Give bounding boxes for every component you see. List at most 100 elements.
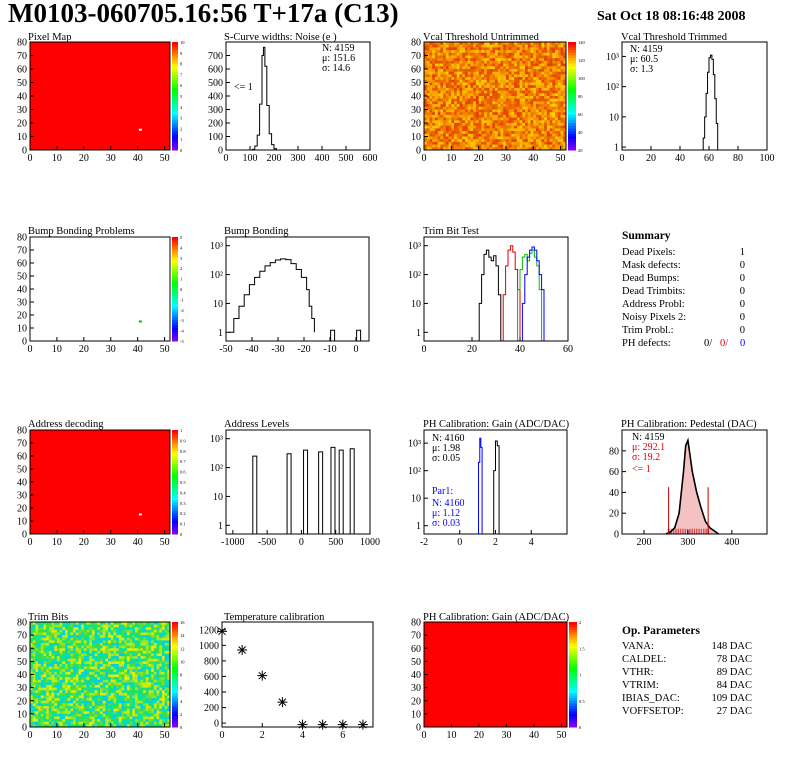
x-tick-label: 0 <box>28 153 33 164</box>
heatmap-cell <box>440 131 444 135</box>
palette-cell <box>172 430 178 434</box>
heatmap-cell <box>429 79 433 83</box>
heatmap-cell <box>456 63 460 67</box>
heatmap-cell <box>514 63 518 67</box>
heatmap-cell <box>46 711 50 715</box>
x-tick-label: 20 <box>467 344 477 355</box>
heatmap-cell <box>97 661 101 665</box>
heatmap-cell <box>48 687 52 691</box>
heatmap-cell <box>563 93 567 97</box>
palette-cell <box>172 296 178 300</box>
heatmap-cell <box>426 93 430 97</box>
heatmap-cell <box>527 141 531 145</box>
heatmap-cell <box>443 114 447 118</box>
heatmap-cell <box>35 666 39 670</box>
heatmap-cell <box>48 719 52 723</box>
heatmap-cell <box>70 685 74 689</box>
heatmap-cell <box>73 666 77 670</box>
heatmap-cell <box>97 637 101 641</box>
heatmap-cell <box>489 69 493 73</box>
heatmap-cell <box>100 708 104 712</box>
heatmap-cell <box>140 632 144 636</box>
heatmap-cell <box>448 117 452 121</box>
heatmap-cell <box>508 104 512 108</box>
heatmap-cell <box>495 139 499 143</box>
heatmap-cell <box>533 79 537 83</box>
heatmap-cell <box>522 85 526 89</box>
heatmap-cell <box>116 703 120 707</box>
palette-cell <box>172 276 178 280</box>
heatmap-cell <box>462 109 466 113</box>
heatmap-cell <box>56 640 61 644</box>
heatmap-cell <box>153 711 157 715</box>
heatmap-cell <box>97 648 101 652</box>
heatmap-cell <box>156 695 160 699</box>
heatmap-cell <box>456 55 460 59</box>
heatmap-cell <box>137 624 141 628</box>
heatmap-cell <box>121 708 125 712</box>
palette-cell <box>172 487 178 491</box>
heatmap-cell <box>437 87 441 91</box>
isolated-bin <box>330 329 336 341</box>
heatmap-cell <box>481 139 485 143</box>
heatmap-cell <box>102 669 106 673</box>
heatmap-cell <box>148 716 152 720</box>
heatmap-cell <box>67 653 71 657</box>
heatmap-cell <box>46 653 50 657</box>
heatmap-cell <box>473 147 477 151</box>
heatmap-cell <box>105 695 109 699</box>
heatmap-cell <box>470 131 474 135</box>
heatmap-cell <box>525 63 529 67</box>
heatmap-cell <box>434 131 439 135</box>
heatmap-cell <box>124 635 128 639</box>
palette-cell <box>172 260 178 264</box>
heatmap-cell <box>552 87 556 91</box>
heatmap-cell <box>54 666 58 670</box>
heatmap-cell <box>78 635 82 639</box>
heatmap-cell <box>484 79 488 83</box>
heatmap-cell <box>108 692 112 696</box>
heatmap-cell <box>108 643 112 647</box>
heatmap-cell <box>30 656 34 660</box>
palette-cell <box>172 131 178 135</box>
heatmap-cell <box>62 679 66 683</box>
heatmap-cell <box>492 101 496 105</box>
heatmap-cell <box>143 627 147 631</box>
heatmap-cell <box>533 90 537 94</box>
heatmap-cell <box>83 658 87 662</box>
heatmap-cell <box>108 635 112 639</box>
heatmap-cell <box>102 645 106 649</box>
heatmap-cell <box>492 69 496 73</box>
heatmap-cell <box>54 700 58 704</box>
heatmap-cell <box>81 685 85 689</box>
heatmap-cell <box>527 131 531 135</box>
heatmap-cell <box>94 724 98 728</box>
heatmap-cell <box>454 79 458 83</box>
heatmap-cell <box>113 716 117 720</box>
heatmap-cell <box>73 648 77 652</box>
heatmap-cell <box>492 133 496 137</box>
heatmap-cell <box>73 661 77 665</box>
heatmap-cell <box>552 96 556 100</box>
heatmap-cell <box>454 90 458 94</box>
heatmap-cell <box>86 713 90 717</box>
heatmap-cell <box>118 627 122 631</box>
heatmap-cell <box>30 648 34 652</box>
heatmap-cell <box>83 690 87 694</box>
heatmap-cell <box>54 656 58 660</box>
palette-cell <box>172 268 178 272</box>
scatter-point <box>277 697 288 708</box>
heatmap-cell <box>557 66 561 70</box>
heatmap-cell <box>443 136 447 140</box>
heatmap-cell <box>429 71 433 75</box>
heatmap-cell <box>560 66 564 70</box>
heatmap-cell <box>148 658 152 662</box>
heatmap-cell <box>161 713 166 717</box>
heatmap-cell <box>78 711 82 715</box>
heatmap-cell <box>129 650 133 654</box>
heatmap-cell <box>495 69 499 73</box>
y-tick-label: 10³ <box>210 241 223 252</box>
heatmap-cell <box>440 114 444 118</box>
palette-cell <box>172 700 178 704</box>
heatmap-cell <box>153 622 157 626</box>
